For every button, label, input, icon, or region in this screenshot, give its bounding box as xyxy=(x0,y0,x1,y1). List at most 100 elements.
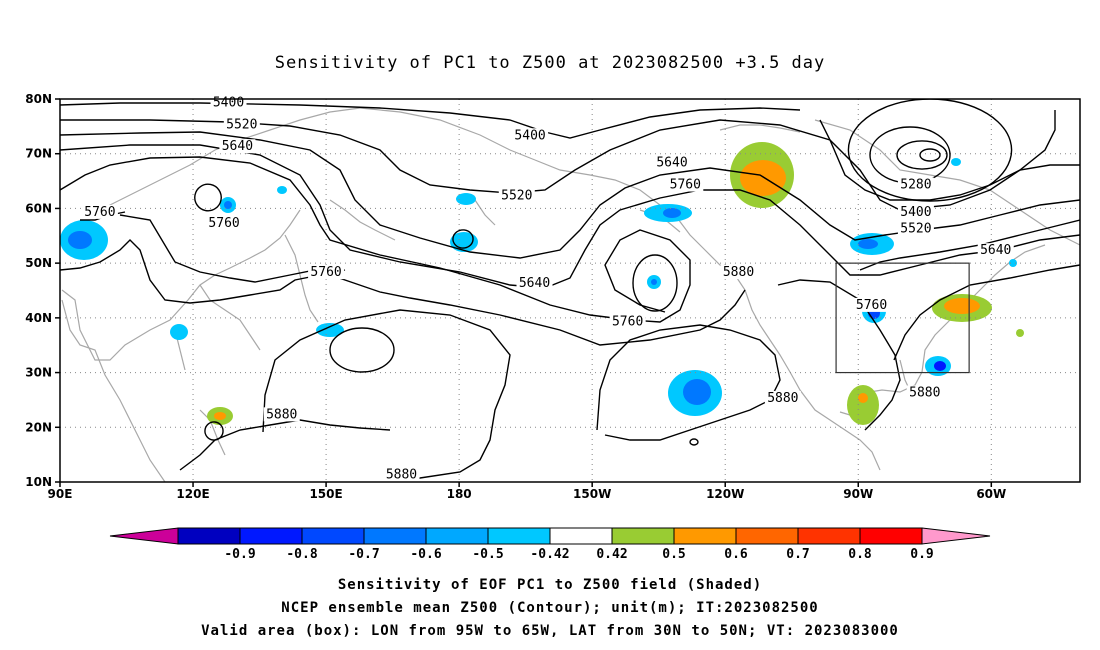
colorbar-label: -0.8 xyxy=(286,547,317,562)
contour-label-bg xyxy=(654,155,690,170)
shade-positive-orange xyxy=(214,412,226,420)
colorbar-high-end xyxy=(921,527,991,545)
contour-label: 5760 xyxy=(310,265,341,280)
x-tick-label: 180 xyxy=(447,487,472,501)
contour-labels: 5400552056405760576054005520564057605760… xyxy=(81,95,1014,483)
contour-label: 5400 xyxy=(900,205,931,220)
contour-label: 5880 xyxy=(909,385,940,400)
y-tick-label: 50N xyxy=(25,256,52,270)
caption-line-1: Sensitivity of EOF PC1 to Z500 field (Sh… xyxy=(338,577,762,593)
shade-negative-cyan xyxy=(951,158,961,166)
caption-line-2: NCEP ensemble mean Z500 (Contour); unit(… xyxy=(281,600,818,616)
x-axis-ticks: 90E 120E 150E 180 150W 120W 90W 60W xyxy=(48,482,1006,501)
colorbar-label: -0.42 xyxy=(530,547,569,562)
colorbar-label: -0.9 xyxy=(224,547,255,562)
colorbar-label: -0.7 xyxy=(348,547,379,562)
contour-label-bg xyxy=(897,204,934,219)
x-tick-label: 60W xyxy=(976,487,1006,501)
x-tick-label: 120W xyxy=(706,487,744,501)
colorbar-label: 0.9 xyxy=(910,547,933,562)
shade-positive-orange xyxy=(944,298,980,314)
colorbar-segment xyxy=(239,527,303,545)
map-title: Sensitivity of PC1 to Z500 at 2023082500… xyxy=(275,53,826,73)
contour-label-bg xyxy=(219,139,256,154)
contour-label-bg xyxy=(512,128,549,143)
contour-label-bg xyxy=(308,265,345,280)
y-tick-label: 70N xyxy=(25,147,52,161)
shade-positive-green xyxy=(1016,329,1024,337)
contour-label: 5400 xyxy=(213,95,244,110)
y-tick-label: 80N xyxy=(25,92,52,106)
colorbar-segment xyxy=(859,527,923,545)
contour-label-bg xyxy=(977,243,1014,258)
colorbar: -0.9 -0.8 -0.7 -0.6 -0.5 -0.42 0.42 0.5 0.6 0.7 0.… xyxy=(109,527,991,562)
colorbar-label: 0.5 xyxy=(662,547,685,562)
contour-label: 5520 xyxy=(900,221,931,236)
x-tick-label: 90W xyxy=(843,487,873,501)
contour-label-bg xyxy=(81,204,118,219)
contour-label: 5760 xyxy=(84,205,115,220)
contour-label: 5280 xyxy=(900,178,931,193)
shade-positive-orange xyxy=(858,393,868,403)
colorbar-segment xyxy=(797,527,861,545)
shade-positive-green xyxy=(847,385,879,425)
y-tick-label: 10N xyxy=(25,475,52,489)
map-background xyxy=(60,99,1080,482)
contour-label: 5760 xyxy=(856,298,887,313)
shade-negative-blue xyxy=(683,379,711,405)
contour-label-bg xyxy=(263,407,300,422)
z500-contours xyxy=(60,99,1080,481)
contour-label: 5640 xyxy=(980,243,1011,258)
contour-label: 5520 xyxy=(501,188,532,203)
shade-negative-blue xyxy=(224,201,232,209)
colorbar-segment xyxy=(425,527,489,545)
shade-negative-cyan xyxy=(1009,259,1017,267)
y-tick-label: 40N xyxy=(25,311,52,325)
colorbar-segment xyxy=(301,527,365,545)
contour-label-bg xyxy=(906,385,943,400)
shade-negative-blue xyxy=(651,279,657,285)
colorbar-segment xyxy=(487,527,551,545)
shade-negative-cyan xyxy=(277,186,287,194)
y-tick-label: 60N xyxy=(25,201,52,215)
contour-label-bg xyxy=(897,221,934,236)
y-axis-ticks: 80N 70N 60N 50N 40N 30N 20N 10N xyxy=(25,92,60,489)
contour-label: 5880 xyxy=(767,391,798,406)
map-frame xyxy=(59,98,1081,483)
x-tick-label: 90E xyxy=(48,487,73,501)
colorbar-label: -0.6 xyxy=(410,547,441,562)
colorbar-segment xyxy=(177,527,241,545)
contour-label: 5520 xyxy=(226,117,257,132)
shade-negative-blue xyxy=(934,361,946,371)
contour-label: 5760 xyxy=(670,178,701,193)
y-tick-label: 30N xyxy=(25,366,52,380)
contour-label-bg xyxy=(609,314,646,329)
contour-label-bg xyxy=(498,188,535,203)
contour-label: 5640 xyxy=(656,156,687,171)
shade-negative-blue xyxy=(663,208,681,218)
shade-negative-cyan xyxy=(170,324,188,340)
colorbar-label: 0.42 xyxy=(596,547,627,562)
colorbar-segment xyxy=(549,527,613,545)
shade-positive-orange xyxy=(740,160,786,196)
colorbar-segment xyxy=(611,527,675,545)
map-plot-area: 5400552056405760576054005520564057605760… xyxy=(59,95,1081,483)
contour-label: 5760 xyxy=(208,216,239,231)
contour-label-bg xyxy=(206,215,243,230)
shade-negative-blue xyxy=(68,231,92,249)
contour-label: 5880 xyxy=(266,407,297,422)
colorbar-segment xyxy=(363,527,427,545)
contour-label: 5880 xyxy=(386,468,417,483)
caption-line-3: Valid area (box): LON from 95W to 65W, L… xyxy=(201,623,899,639)
colorbar-label: -0.5 xyxy=(472,547,503,562)
contour-label: 5760 xyxy=(612,314,643,329)
colorbar-low-end xyxy=(109,527,179,545)
contour-label: 5640 xyxy=(519,276,550,291)
colorbar-label: 0.6 xyxy=(724,547,748,562)
contour-label-bg xyxy=(383,467,420,482)
colorbar-segment xyxy=(735,527,799,545)
contour-label: 5640 xyxy=(222,139,253,154)
contour-label-bg xyxy=(720,265,757,280)
colorbar-segment xyxy=(673,527,737,545)
colorbar-label: 0.8 xyxy=(848,547,872,562)
